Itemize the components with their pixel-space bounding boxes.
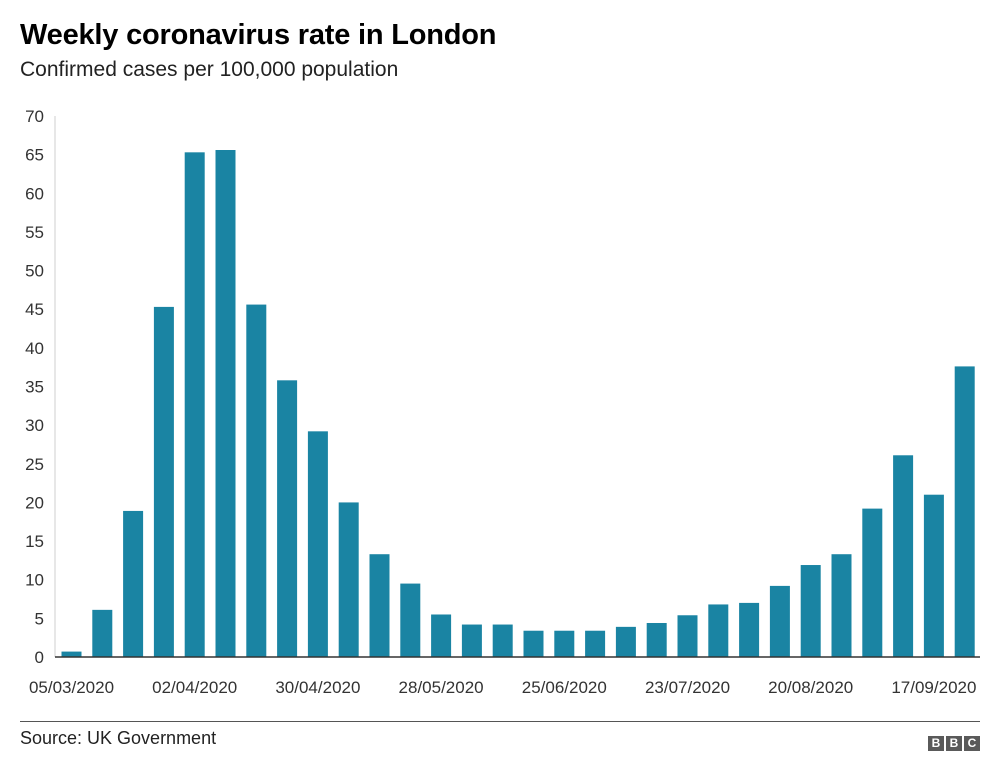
y-tick-label: 0 [35,648,44,667]
y-tick-label: 65 [25,146,44,165]
x-tick-label: 28/05/2020 [399,678,484,697]
source-note: Source: UK Government [20,728,217,748]
bar: 10/09/2020: 26.1 [893,455,914,657]
bar: 07/05/2020: 20 [338,502,359,657]
bar: 26/03/2020: 45.3 [153,306,174,657]
bar: 23/04/2020: 35.8 [277,380,298,657]
footer-divider [20,721,980,722]
bar: 04/06/2020: 4.2 [461,624,482,657]
x-tick-label: 05/03/2020 [29,678,114,697]
bar: 21/05/2020: 9.5 [400,583,421,657]
bar: 16/04/2020: 45.6 [246,304,267,657]
bbc-logo: B B C [928,736,980,751]
bar: 06/08/2020: 7 [739,602,760,657]
chart-title: Weekly coronavirus rate in London [20,19,497,51]
bbc-logo-letter: B [946,736,962,751]
y-tick-label: 35 [25,378,44,397]
y-tick-label: 5 [35,609,44,628]
bar: 03/09/2020: 19.2 [862,508,883,657]
y-tick-label: 20 [25,493,44,512]
x-tick-label: 25/06/2020 [522,678,607,697]
y-tick-label: 40 [25,339,44,358]
x-tick-label: 23/07/2020 [645,678,730,697]
x-tick-label: 20/08/2020 [768,678,853,697]
bar: 14/05/2020: 13.3 [369,554,390,657]
y-tick-label: 25 [25,455,44,474]
y-tick-label: 15 [25,532,44,551]
bar: 09/07/2020: 3.9 [615,626,636,657]
bar: 02/04/2020: 65.3 [184,152,205,657]
bar: 30/04/2020: 29.2 [307,431,328,657]
bar: 17/09/2020: 21 [923,494,944,657]
bar: 11/06/2020: 4.2 [492,624,513,657]
y-tick-label: 60 [25,184,44,203]
bar: 19/03/2020: 18.9 [123,510,144,657]
y-tick-label: 70 [25,107,44,126]
bar: 28/05/2020: 5.5 [431,614,452,657]
bar: 16/07/2020: 4.4 [646,622,667,657]
bar: 30/07/2020: 6.8 [708,604,729,657]
y-tick-label: 50 [25,262,44,281]
bbc-logo-letter: B [928,736,944,751]
bar: 02/07/2020: 3.4 [585,630,606,657]
bar: 09/04/2020: 65.6 [215,150,236,657]
bar: 27/08/2020: 13.3 [831,554,852,657]
bar: 13/08/2020: 9.2 [769,585,790,657]
x-tick-label: 30/04/2020 [275,678,360,697]
y-tick-label: 10 [25,571,44,590]
bar: 18/06/2020: 3.4 [523,630,544,657]
x-tick-label: 02/04/2020 [152,678,237,697]
bbc-logo-letter: C [964,736,980,751]
y-tick-label: 45 [25,300,44,319]
bar: 05/03/2020: 0.7 [61,651,82,657]
bar: 23/07/2020: 5.4 [677,615,698,657]
bar: 12/03/2020: 6.1 [92,609,113,657]
y-tick-label: 30 [25,416,44,435]
chart-subtitle: Confirmed cases per 100,000 population [20,58,399,81]
y-tick-label: 55 [25,223,44,242]
x-tick-label: 17/09/2020 [891,678,976,697]
bar: 20/08/2020: 11.9 [800,565,821,657]
bar: 24/09/2020: 37.6 [954,366,975,657]
bar: 25/06/2020: 3.4 [554,630,575,657]
